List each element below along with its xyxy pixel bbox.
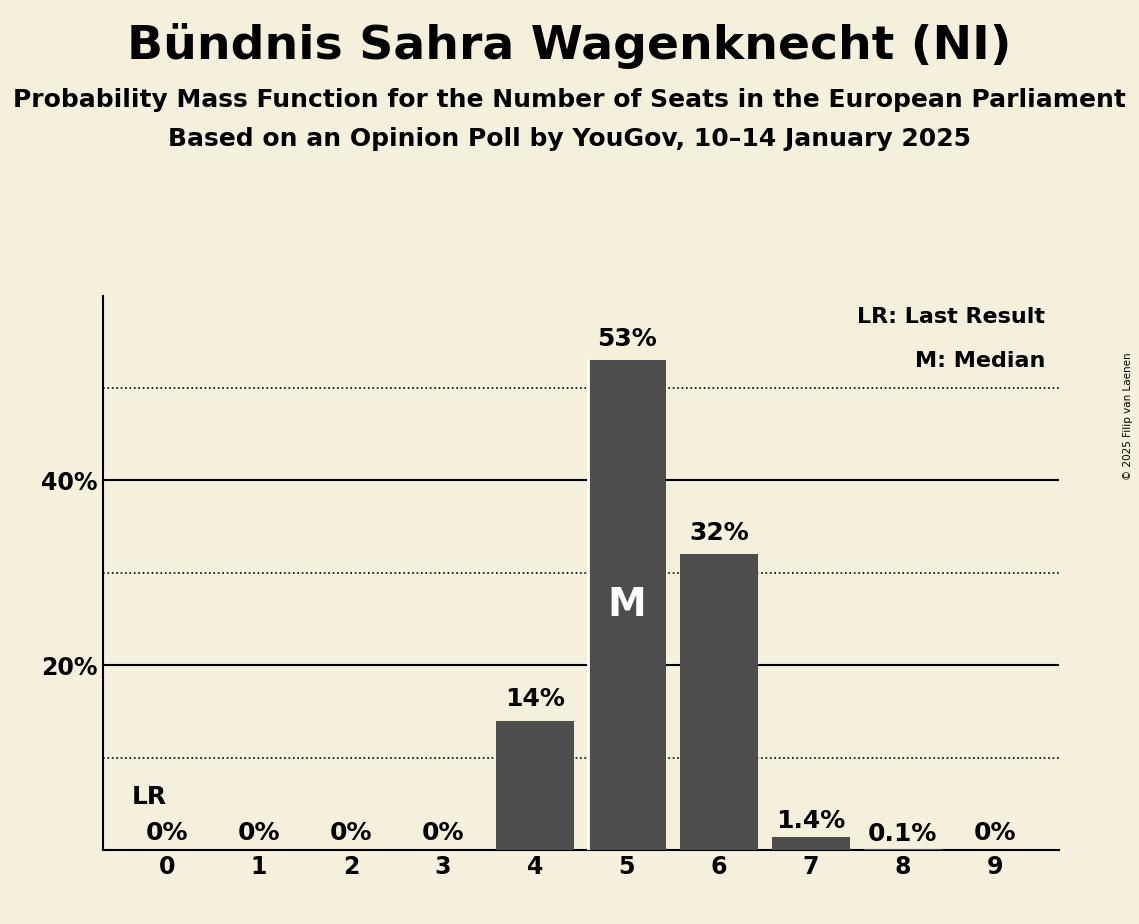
Text: LR: Last Result: LR: Last Result: [857, 307, 1044, 327]
Text: 1.4%: 1.4%: [777, 808, 845, 833]
Text: 0%: 0%: [974, 821, 1016, 845]
Text: Bündnis Sahra Wagenknecht (NI): Bündnis Sahra Wagenknecht (NI): [128, 23, 1011, 69]
Text: 0%: 0%: [329, 821, 372, 845]
Text: 0%: 0%: [238, 821, 280, 845]
Text: Probability Mass Function for the Number of Seats in the European Parliament: Probability Mass Function for the Number…: [13, 88, 1126, 112]
Text: M: Median: M: Median: [915, 351, 1044, 371]
Text: M: M: [607, 586, 646, 625]
Text: 53%: 53%: [597, 327, 657, 351]
Bar: [495, 721, 574, 850]
Text: 0%: 0%: [146, 821, 188, 845]
Text: Based on an Opinion Poll by YouGov, 10–14 January 2025: Based on an Opinion Poll by YouGov, 10–1…: [167, 127, 972, 151]
Text: © 2025 Filip van Laenen: © 2025 Filip van Laenen: [1123, 352, 1133, 480]
Bar: [863, 849, 942, 850]
Text: 14%: 14%: [505, 687, 565, 711]
Bar: [772, 837, 850, 850]
Bar: [680, 554, 757, 850]
Text: LR: LR: [132, 784, 167, 808]
Text: 0.1%: 0.1%: [868, 822, 937, 846]
Text: 0%: 0%: [421, 821, 465, 845]
Text: 32%: 32%: [689, 521, 748, 545]
Bar: [588, 360, 666, 850]
